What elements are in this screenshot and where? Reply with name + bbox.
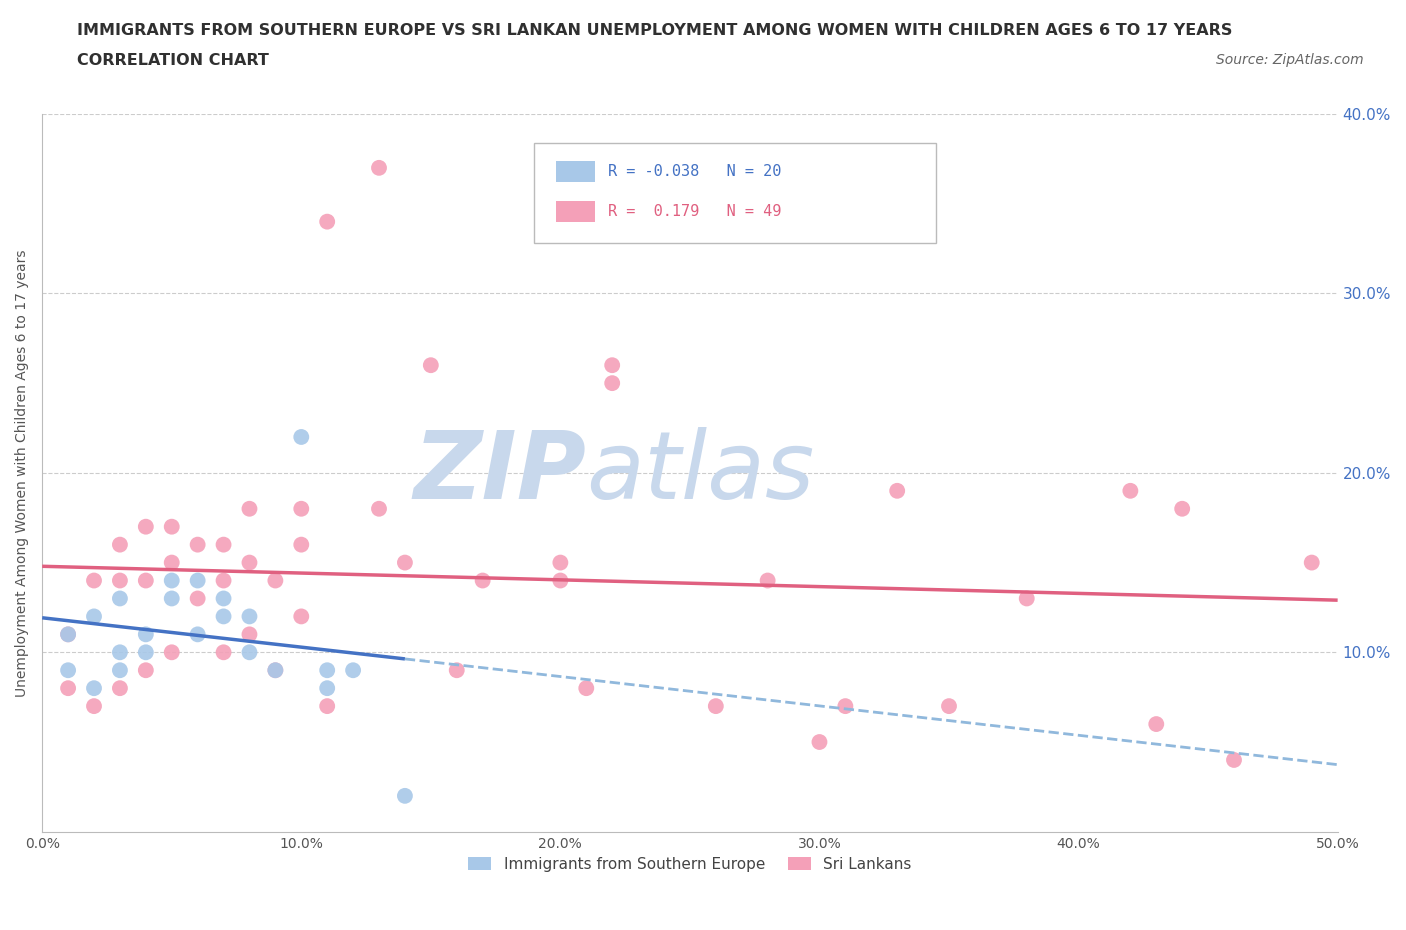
Point bbox=[83, 573, 105, 588]
Point bbox=[238, 501, 260, 516]
Text: R =  0.179   N = 49: R = 0.179 N = 49 bbox=[609, 204, 782, 219]
Point bbox=[160, 644, 183, 659]
Point bbox=[290, 609, 312, 624]
Point bbox=[212, 609, 235, 624]
Point bbox=[938, 698, 960, 713]
Point bbox=[187, 627, 209, 642]
Point bbox=[550, 555, 572, 570]
Point bbox=[368, 501, 391, 516]
Point bbox=[290, 501, 312, 516]
Point bbox=[135, 519, 157, 534]
Point bbox=[419, 358, 441, 373]
Point bbox=[56, 627, 79, 642]
Point bbox=[394, 789, 416, 804]
Point bbox=[83, 698, 105, 713]
FancyBboxPatch shape bbox=[557, 201, 595, 222]
Text: R = -0.038   N = 20: R = -0.038 N = 20 bbox=[609, 164, 782, 179]
Point bbox=[550, 573, 572, 588]
Point bbox=[342, 663, 364, 678]
Point bbox=[135, 573, 157, 588]
Point bbox=[1223, 752, 1246, 767]
Point bbox=[187, 538, 209, 552]
Point bbox=[316, 698, 339, 713]
Point bbox=[160, 573, 183, 588]
Text: IMMIGRANTS FROM SOUTHERN EUROPE VS SRI LANKAN UNEMPLOYMENT AMONG WOMEN WITH CHIL: IMMIGRANTS FROM SOUTHERN EUROPE VS SRI L… bbox=[77, 23, 1233, 38]
Point bbox=[238, 644, 260, 659]
Point bbox=[56, 627, 79, 642]
Point bbox=[756, 573, 779, 588]
Point bbox=[212, 538, 235, 552]
Point bbox=[290, 430, 312, 445]
Y-axis label: Unemployment Among Women with Children Ages 6 to 17 years: Unemployment Among Women with Children A… bbox=[15, 249, 30, 697]
Point bbox=[56, 663, 79, 678]
Point bbox=[1144, 717, 1167, 732]
Point bbox=[212, 644, 235, 659]
Point bbox=[1171, 501, 1194, 516]
Point bbox=[264, 573, 287, 588]
Text: ZIP: ZIP bbox=[413, 427, 586, 519]
Text: Source: ZipAtlas.com: Source: ZipAtlas.com bbox=[1216, 53, 1364, 67]
Point bbox=[834, 698, 856, 713]
Text: atlas: atlas bbox=[586, 428, 814, 518]
Point bbox=[238, 627, 260, 642]
Point bbox=[264, 663, 287, 678]
Point bbox=[446, 663, 468, 678]
Point bbox=[316, 681, 339, 696]
FancyBboxPatch shape bbox=[534, 142, 936, 243]
Point bbox=[1119, 484, 1142, 498]
Point bbox=[886, 484, 908, 498]
Point bbox=[238, 555, 260, 570]
Point bbox=[212, 573, 235, 588]
Point bbox=[108, 573, 131, 588]
Point bbox=[108, 644, 131, 659]
Point bbox=[316, 663, 339, 678]
Point bbox=[704, 698, 727, 713]
Text: CORRELATION CHART: CORRELATION CHART bbox=[77, 53, 269, 68]
Point bbox=[160, 519, 183, 534]
Point bbox=[108, 663, 131, 678]
Point bbox=[394, 555, 416, 570]
Point bbox=[600, 358, 623, 373]
Point bbox=[290, 538, 312, 552]
Point bbox=[368, 160, 391, 175]
Legend: Immigrants from Southern Europe, Sri Lankans: Immigrants from Southern Europe, Sri Lan… bbox=[463, 851, 918, 878]
Point bbox=[212, 591, 235, 606]
Point bbox=[135, 663, 157, 678]
Point bbox=[600, 376, 623, 391]
FancyBboxPatch shape bbox=[557, 161, 595, 182]
Point bbox=[83, 609, 105, 624]
Point bbox=[471, 573, 494, 588]
Point bbox=[264, 663, 287, 678]
Point bbox=[1015, 591, 1038, 606]
Point bbox=[575, 681, 598, 696]
Point bbox=[160, 555, 183, 570]
Point bbox=[108, 591, 131, 606]
Point bbox=[187, 573, 209, 588]
Point bbox=[160, 591, 183, 606]
Point bbox=[56, 681, 79, 696]
Point bbox=[135, 627, 157, 642]
Point bbox=[187, 591, 209, 606]
Point bbox=[108, 681, 131, 696]
Point bbox=[83, 681, 105, 696]
Point bbox=[135, 644, 157, 659]
Point bbox=[808, 735, 831, 750]
Point bbox=[238, 609, 260, 624]
Point bbox=[316, 214, 339, 229]
Point bbox=[1301, 555, 1323, 570]
Point bbox=[108, 538, 131, 552]
